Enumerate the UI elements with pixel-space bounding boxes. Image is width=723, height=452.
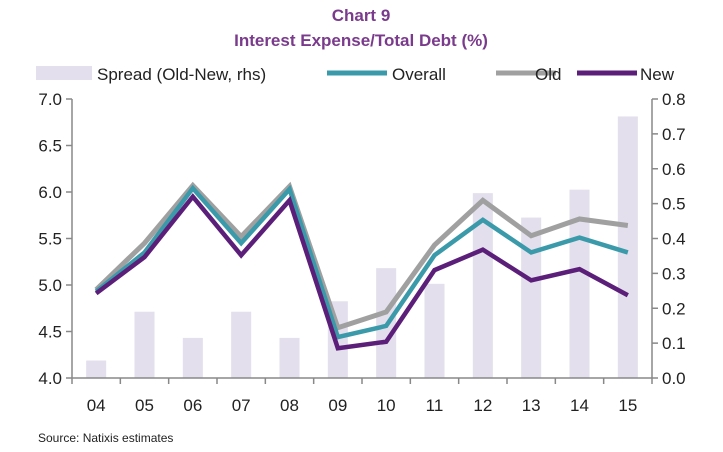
x-tick-label: 07 bbox=[232, 396, 251, 415]
legend-label-spread: Spread (Old-New, rhs) bbox=[97, 65, 266, 84]
axes: 4.0 4.5 5.0 5.5 6.0 6.5 7.0 0.0 0.1 0.2 0.3 0.4 0.5 0… bbox=[38, 90, 685, 415]
left-tick-label: 4.5 bbox=[38, 323, 62, 342]
right-tick-label: 0.8 bbox=[662, 90, 686, 109]
right-tick-label: 0.6 bbox=[662, 160, 686, 179]
x-tick-label: 14 bbox=[570, 396, 589, 415]
x-tick-label: 10 bbox=[377, 396, 396, 415]
spread-bar-07 bbox=[231, 311, 252, 378]
left-tick-label: 5.5 bbox=[38, 230, 62, 249]
line-new bbox=[94, 193, 629, 351]
spread-bar-15 bbox=[617, 116, 638, 378]
right-tick-label: 0.1 bbox=[662, 334, 686, 353]
bars bbox=[86, 116, 638, 378]
x-tick-label: 05 bbox=[135, 396, 154, 415]
left-tick-label: 6.0 bbox=[38, 183, 62, 202]
spread-bar-04 bbox=[86, 360, 107, 378]
right-tick-label: 0.7 bbox=[662, 125, 686, 144]
right-tick-label: 0.4 bbox=[662, 230, 686, 249]
spread-bar-11 bbox=[424, 283, 445, 378]
x-tick-label: 15 bbox=[618, 396, 637, 415]
x-tick-label: 04 bbox=[87, 396, 106, 415]
x-tick-label: 11 bbox=[426, 396, 444, 415]
spread-bar-13 bbox=[521, 217, 542, 378]
right-tick-label: 0.2 bbox=[662, 299, 686, 318]
right-tick-label: 0.0 bbox=[662, 369, 686, 388]
x-tick-label: 12 bbox=[473, 396, 492, 415]
spread-bar-06 bbox=[182, 337, 203, 378]
legend-label-old: Old bbox=[535, 65, 561, 84]
legend-swatch-spread bbox=[36, 66, 92, 80]
x-tick-label: 09 bbox=[328, 396, 347, 415]
right-tick-label: 0.5 bbox=[662, 195, 686, 214]
legend-label-overall: Overall bbox=[392, 65, 446, 84]
source-note: Source: Natixis estimates bbox=[38, 431, 173, 445]
x-tick-label: 08 bbox=[280, 396, 299, 415]
line-old bbox=[94, 181, 629, 331]
spread-bar-12 bbox=[472, 193, 493, 378]
x-tick-label: 13 bbox=[522, 396, 541, 415]
x-tick-label: 06 bbox=[183, 396, 202, 415]
left-tick-label: 6.5 bbox=[38, 137, 62, 156]
chart-title: Chart 9 bbox=[332, 6, 391, 25]
left-tick-label: 5.0 bbox=[38, 276, 62, 295]
legend: Spread (Old-New, rhs) Overall Old New bbox=[36, 65, 675, 84]
left-tick-label: 7.0 bbox=[38, 90, 62, 109]
legend-label-new: New bbox=[640, 65, 675, 84]
lines bbox=[94, 181, 629, 351]
chart-subtitle: Interest Expense/Total Debt (%) bbox=[234, 31, 488, 50]
right-tick-label: 0.3 bbox=[662, 264, 686, 283]
spread-bar-05 bbox=[134, 311, 155, 378]
line-overall bbox=[94, 184, 629, 340]
spread-bar-08 bbox=[279, 337, 300, 378]
left-tick-label: 4.0 bbox=[38, 369, 62, 388]
